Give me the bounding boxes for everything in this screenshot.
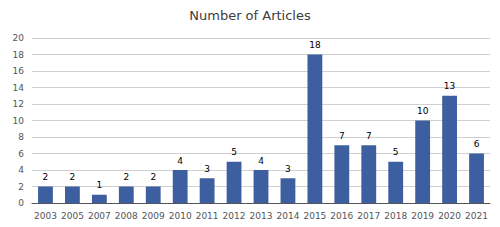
svg-text:2008: 2008 <box>115 211 138 221</box>
svg-text:7: 7 <box>339 131 345 141</box>
svg-text:13: 13 <box>444 81 455 91</box>
svg-text:3: 3 <box>285 164 291 174</box>
svg-text:2019: 2019 <box>411 211 434 221</box>
svg-text:2011: 2011 <box>196 211 219 221</box>
svg-text:4: 4 <box>18 165 24 175</box>
svg-text:Number of Articles: Number of Articles <box>189 8 311 23</box>
svg-text:2021: 2021 <box>465 211 488 221</box>
svg-text:18: 18 <box>309 40 321 50</box>
svg-text:2020: 2020 <box>438 211 461 221</box>
svg-text:10: 10 <box>417 106 429 116</box>
svg-text:16: 16 <box>13 66 25 76</box>
svg-text:0: 0 <box>18 198 24 208</box>
svg-text:7: 7 <box>366 131 372 141</box>
svg-text:6: 6 <box>18 149 24 159</box>
svg-text:2: 2 <box>18 182 24 192</box>
svg-text:2005: 2005 <box>61 211 84 221</box>
svg-text:2009: 2009 <box>142 211 165 221</box>
svg-text:8: 8 <box>18 132 24 142</box>
svg-text:2: 2 <box>150 172 156 182</box>
svg-text:2012: 2012 <box>223 211 246 221</box>
svg-text:2015: 2015 <box>303 211 326 221</box>
svg-text:3: 3 <box>204 164 210 174</box>
svg-text:12: 12 <box>13 99 24 109</box>
svg-text:4: 4 <box>177 156 183 166</box>
svg-text:4: 4 <box>258 156 264 166</box>
svg-text:2010: 2010 <box>169 211 192 221</box>
svg-text:5: 5 <box>231 147 237 157</box>
svg-text:14: 14 <box>13 83 25 93</box>
svg-text:5: 5 <box>393 147 399 157</box>
svg-text:2: 2 <box>123 172 129 182</box>
svg-text:2007: 2007 <box>88 211 111 221</box>
svg-text:2016: 2016 <box>330 211 353 221</box>
svg-text:10: 10 <box>13 116 25 126</box>
svg-text:2: 2 <box>70 172 76 182</box>
svg-text:2014: 2014 <box>276 211 299 221</box>
svg-text:2017: 2017 <box>357 211 380 221</box>
svg-text:20: 20 <box>13 33 25 43</box>
svg-text:6: 6 <box>474 139 480 149</box>
svg-text:2003: 2003 <box>34 211 57 221</box>
svg-text:2013: 2013 <box>250 211 273 221</box>
svg-text:18: 18 <box>13 50 25 60</box>
svg-text:2: 2 <box>43 172 49 182</box>
svg-text:1: 1 <box>96 180 102 190</box>
svg-text:2018: 2018 <box>384 211 407 221</box>
